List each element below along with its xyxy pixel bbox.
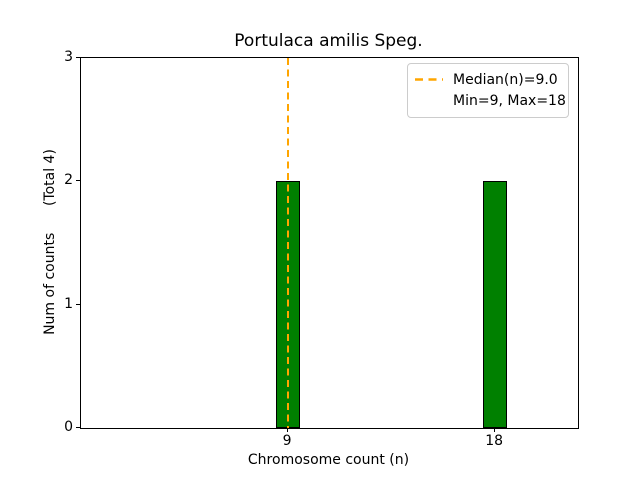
y-tick-label-1: 1 <box>64 295 73 312</box>
y-tick-3 <box>76 57 80 58</box>
y-tick-label-0: 0 <box>64 419 73 435</box>
legend-label-median: Median(n)=9.0 <box>453 71 558 88</box>
chart-title: Portulaca amilis Speg. <box>234 31 423 51</box>
y-tick-1 <box>76 303 80 305</box>
legend-label-minmax: Min=9, Max=18 <box>453 92 566 109</box>
legend-blank-sample <box>414 90 444 111</box>
legend-row-minmax: Min=9, Max=18 <box>414 90 566 111</box>
y-tick-label-3: 3 <box>64 49 73 65</box>
legend: Median(n)=9.0 Min=9, Max=18 <box>407 63 569 118</box>
x-tick-label-9: 9 <box>282 433 292 449</box>
x-tick-label-18: 18 <box>485 433 504 449</box>
median-line <box>287 58 290 428</box>
y-tick-2 <box>76 180 80 182</box>
x-axis-label: Chromosome count (n) <box>247 452 410 468</box>
x-tick-18 <box>494 428 496 432</box>
x-tick-9 <box>287 428 289 432</box>
plot-area: Median(n)=9.0 Min=9, Max=18 <box>80 57 579 429</box>
legend-row-median: Median(n)=9.0 <box>414 69 561 90</box>
y-tick-label-2: 2 <box>64 172 73 189</box>
median-dashed-line-icon <box>415 78 443 81</box>
bar-n18 <box>483 181 508 428</box>
y-tick-0 <box>76 427 80 428</box>
